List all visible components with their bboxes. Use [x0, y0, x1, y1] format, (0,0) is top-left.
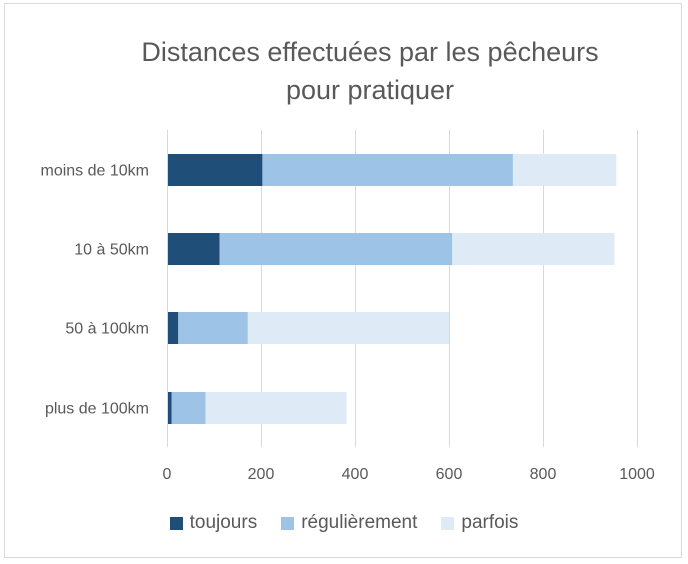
bar-1-parfois: [512, 154, 617, 186]
bar-2-regulierement: [219, 233, 453, 265]
x-tick-label-0: 0: [163, 466, 172, 483]
category-label-2: 10 à 50km: [74, 242, 149, 259]
bar-3-toujours: [167, 312, 179, 344]
bar-1-toujours: [167, 154, 263, 186]
x-tick-label-1000: 1000: [619, 466, 655, 483]
x-tick-label-400: 400: [342, 466, 369, 483]
x-tick-label-800: 800: [530, 466, 557, 483]
category-label-3: 50 à 100km: [65, 321, 149, 338]
bar-2-parfois: [452, 233, 615, 265]
chart-title-line-1: Distances effectuées par les pêcheurs: [141, 37, 599, 67]
bar-4-regulierement: [171, 392, 206, 424]
bar-3-regulierement: [178, 312, 248, 344]
x-tick-label-600: 600: [436, 466, 463, 483]
x-tick-label-200: 200: [248, 466, 275, 483]
legend-label-toujours: toujours: [189, 512, 258, 533]
legend-swatch-toujours: [169, 516, 183, 530]
chart-title-line-2: pour pratiquer: [285, 75, 455, 105]
legend-item-parfois: parfois: [441, 512, 518, 534]
bar-4-parfois: [205, 392, 347, 424]
legend-item-regulierement: régulièrement: [281, 512, 417, 534]
bar-3-parfois: [247, 312, 449, 344]
legend-label-parfois: parfois: [461, 512, 519, 533]
legend-swatch-regulierement: [281, 516, 295, 530]
category-label-1: moins de 10km: [41, 163, 150, 180]
chart-frame: [4, 3, 682, 558]
chart-title: Distances effectuées par les pêcheurs po…: [0, 33, 688, 109]
category-label-4: plus de 100km: [45, 401, 149, 418]
legend-swatch-parfois: [441, 516, 455, 530]
legend-item-toujours: toujours: [169, 512, 258, 534]
legend-label-regulierement: régulièrement: [301, 512, 418, 533]
bar-1-regulierement: [262, 154, 513, 186]
bar-4-toujours: [167, 392, 172, 424]
bar-2-toujours: [167, 233, 220, 265]
chart-legend: toujours régulièrement parfois: [0, 508, 688, 538]
